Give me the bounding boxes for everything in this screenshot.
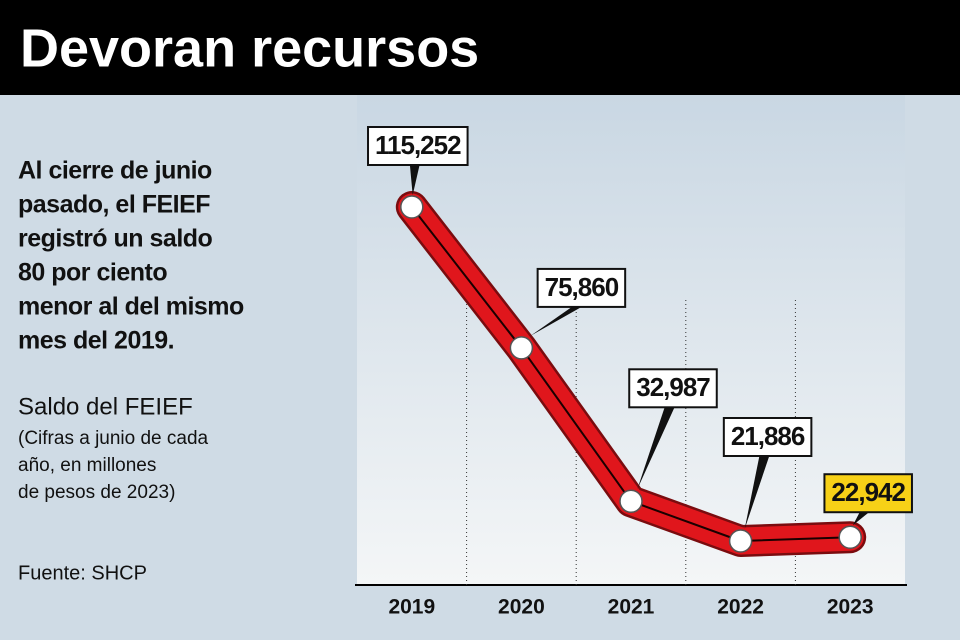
- value-label: 32,987: [636, 372, 710, 402]
- description-line: mes del 2019.: [18, 327, 174, 355]
- chart-title: Saldo del FEIEF: [18, 393, 193, 420]
- value-label-box: [722, 417, 813, 457]
- label-pointer: [530, 305, 584, 336]
- value-label: 21,886: [731, 421, 805, 451]
- label-pointer: [852, 511, 871, 526]
- point: [728, 529, 753, 553]
- value-label-group: 21,886: [722, 417, 813, 529]
- label-pointer: [744, 455, 770, 529]
- x-tick-label: 2022: [717, 596, 764, 619]
- x-tick-label: 2023: [827, 596, 874, 619]
- value-label: 22,942: [831, 477, 905, 507]
- label-pointer: [637, 406, 675, 490]
- page-title: Devoran recursos: [20, 18, 479, 78]
- description-line: registró un saldo: [18, 225, 213, 253]
- point: [509, 336, 534, 360]
- subtitle: (Cifras a junio de cada año, en millones d…: [18, 428, 209, 503]
- value-label: 75,860: [545, 272, 619, 302]
- value-label-box: [628, 368, 718, 409]
- subtitle-line: de pesos de 2023): [18, 482, 175, 503]
- plot: 2019 2020 2021 2022 2023 115,252 75,860 32,987 2…: [367, 126, 913, 619]
- point: [838, 525, 862, 549]
- label-pointer: [409, 164, 420, 195]
- value-label-group: 22,942: [823, 473, 913, 526]
- value-label-box: [367, 126, 469, 166]
- x-tick-label: 2020: [498, 596, 545, 619]
- value-label-group: 75,860: [530, 267, 627, 336]
- header-band: [0, 0, 960, 95]
- subtitle-line: (Cifras a junio de cada: [18, 428, 209, 449]
- value-label-group: 32,987: [628, 368, 718, 490]
- value-label-box: [536, 267, 627, 308]
- value-label-box: [823, 473, 913, 514]
- value-label: 115,252: [375, 130, 461, 160]
- description: Al cierre de junio pasado, el FEIEF regist…: [18, 157, 245, 355]
- point: [619, 489, 643, 514]
- description-line: Al cierre de junio: [18, 157, 212, 185]
- description-line: 80 por ciento: [18, 259, 167, 287]
- point: [400, 195, 424, 219]
- description-line: pasado, el FEIEF: [18, 191, 210, 219]
- source: Fuente: SHCP: [18, 562, 147, 584]
- description-line: menor al del mismo: [18, 293, 244, 321]
- value-label-group: 115,252: [367, 126, 469, 195]
- subtitle-line: año, en millones: [18, 455, 156, 476]
- x-tick-label: 2021: [608, 596, 655, 619]
- x-tick-label: 2019: [388, 596, 435, 619]
